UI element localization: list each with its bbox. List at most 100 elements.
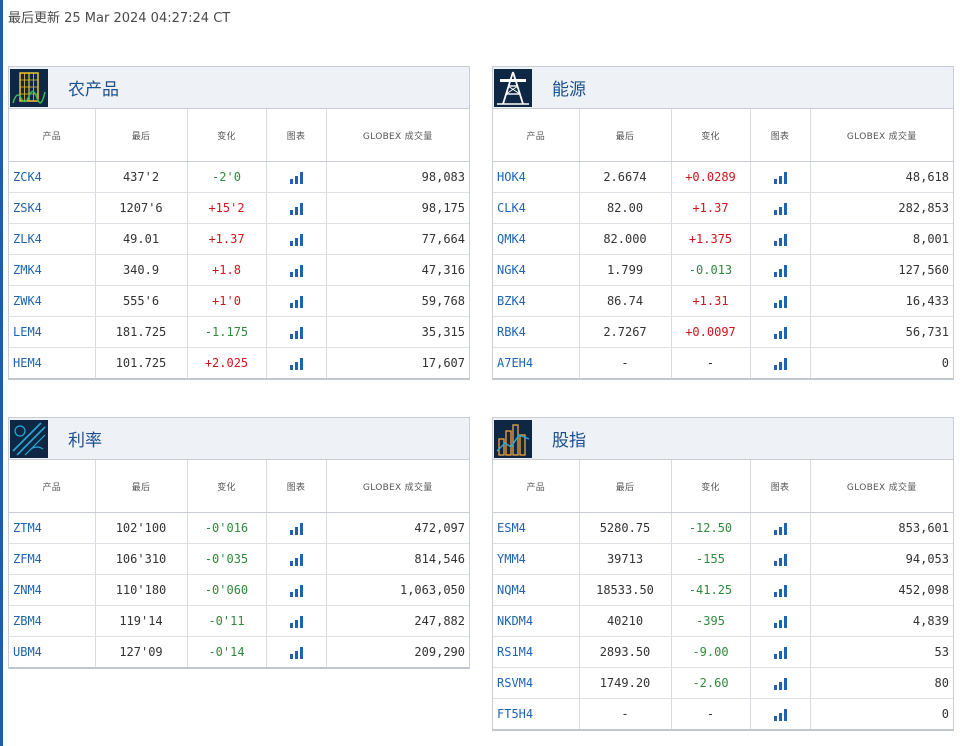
col-header-chart: 图表 bbox=[750, 460, 811, 513]
symbol-link[interactable]: UBM4 bbox=[9, 636, 96, 667]
chart-icon[interactable] bbox=[266, 543, 327, 575]
last-price: 1.799 bbox=[579, 254, 672, 286]
panel-title[interactable]: 利率 bbox=[68, 431, 102, 451]
equity-index-icon bbox=[494, 419, 532, 458]
table-row: UBM4 127'09 -0'14 209,290 bbox=[9, 636, 469, 667]
last-price: 1207'6 bbox=[95, 192, 188, 224]
table-row: QMK4 82.000 +1.375 8,001 bbox=[493, 223, 953, 255]
globex-volume: 48,618 bbox=[810, 161, 953, 193]
chart-icon[interactable] bbox=[750, 667, 811, 699]
chart-icon[interactable] bbox=[750, 605, 811, 637]
price-change: +0.0097 bbox=[671, 316, 751, 348]
chart-icon[interactable] bbox=[750, 543, 811, 575]
symbol-link[interactable]: ZSK4 bbox=[9, 192, 96, 224]
price-change: +2.025 bbox=[187, 347, 267, 378]
symbol-link[interactable]: ZLK4 bbox=[9, 223, 96, 255]
chart-icon[interactable] bbox=[750, 512, 811, 544]
symbol-link[interactable]: ZWK4 bbox=[9, 285, 96, 317]
chart-icon[interactable] bbox=[266, 574, 327, 606]
chart-icon[interactable] bbox=[266, 192, 327, 224]
last-price: 119'14 bbox=[95, 605, 188, 637]
symbol-link[interactable]: ESM4 bbox=[493, 512, 580, 544]
symbol-link[interactable]: CLK4 bbox=[493, 192, 580, 224]
chart-icon[interactable] bbox=[266, 636, 327, 667]
symbol-link[interactable]: FT5H4 bbox=[493, 698, 580, 729]
chart-icon[interactable] bbox=[750, 316, 811, 348]
symbol-link[interactable]: BZK4 bbox=[493, 285, 580, 317]
col-header-product: 产品 bbox=[493, 460, 580, 513]
last-price: 127'09 bbox=[95, 636, 188, 667]
chart-icon[interactable] bbox=[750, 254, 811, 286]
symbol-link[interactable]: ZFM4 bbox=[9, 543, 96, 575]
price-change: - bbox=[671, 347, 751, 378]
chart-icon[interactable] bbox=[750, 636, 811, 668]
globex-volume: 47,316 bbox=[326, 254, 469, 286]
symbol-link[interactable]: RBK4 bbox=[493, 316, 580, 348]
last-price: 40210 bbox=[579, 605, 672, 637]
globex-volume: 98,083 bbox=[326, 161, 469, 193]
symbol-link[interactable]: ZBM4 bbox=[9, 605, 96, 637]
chart-icon[interactable] bbox=[266, 254, 327, 286]
symbol-link[interactable]: ZCK4 bbox=[9, 161, 96, 193]
chart-icon[interactable] bbox=[750, 698, 811, 729]
chart-icon[interactable] bbox=[750, 347, 811, 378]
price-change: -155 bbox=[671, 543, 751, 575]
price-change: -41.25 bbox=[671, 574, 751, 606]
oil-rig-icon bbox=[494, 68, 532, 107]
col-header-chart: 图表 bbox=[750, 109, 811, 162]
chart-icon[interactable] bbox=[750, 285, 811, 317]
symbol-link[interactable]: RS1M4 bbox=[493, 636, 580, 668]
chart-icon[interactable] bbox=[750, 161, 811, 193]
price-change: +1.8 bbox=[187, 254, 267, 286]
price-change: -0.013 bbox=[671, 254, 751, 286]
chart-icon[interactable] bbox=[750, 192, 811, 224]
symbol-link[interactable]: NGK4 bbox=[493, 254, 580, 286]
price-change: -0'14 bbox=[187, 636, 267, 667]
last-price: 39713 bbox=[579, 543, 672, 575]
chart-icon[interactable] bbox=[266, 161, 327, 193]
chart-icon[interactable] bbox=[266, 512, 327, 544]
chart-icon[interactable] bbox=[750, 574, 811, 606]
quotes-table: 产品 最后 变化 图表 GLOBEX 成交量 ZCK4 437'2 -2'0 98,083 ZSK… bbox=[9, 109, 469, 378]
table-row: ZWK4 555'6 +1'0 59,768 bbox=[9, 285, 469, 317]
globex-volume: 35,315 bbox=[326, 316, 469, 348]
globex-volume: 53 bbox=[810, 636, 953, 668]
table-row: CLK4 82.00 +1.37 282,853 bbox=[493, 192, 953, 224]
globex-volume: 247,882 bbox=[326, 605, 469, 637]
globex-volume: 0 bbox=[941, 356, 949, 370]
symbol-link[interactable]: HEM4 bbox=[9, 347, 96, 378]
symbol-link[interactable]: NQM4 bbox=[493, 574, 580, 606]
chart-icon[interactable] bbox=[750, 223, 811, 255]
chart-icon[interactable] bbox=[266, 285, 327, 317]
symbol-link[interactable]: HOK4 bbox=[493, 161, 580, 193]
last-price: - bbox=[579, 698, 672, 729]
panel-title[interactable]: 股指 bbox=[552, 431, 586, 451]
quotes-table: 产品 最后 变化 图表 GLOBEX 成交量 ESM4 5280.75 -12.50 853,6… bbox=[493, 460, 953, 729]
col-header-change: 变化 bbox=[187, 460, 267, 513]
panel-title[interactable]: 农产品 bbox=[68, 80, 119, 100]
chart-icon[interactable] bbox=[266, 605, 327, 637]
chart-icon[interactable] bbox=[266, 347, 327, 378]
left-accent-bar bbox=[0, 0, 3, 746]
symbol-link[interactable]: QMK4 bbox=[493, 223, 580, 255]
price-change: -1.175 bbox=[187, 316, 267, 348]
symbol-link[interactable]: RSVM4 bbox=[493, 667, 580, 699]
symbol-link[interactable]: ZNM4 bbox=[9, 574, 96, 606]
col-header-volume: GLOBEX 成交量 bbox=[810, 109, 953, 162]
quotes-table: 产品 最后 变化 图表 GLOBEX 成交量 HOK4 2.6674 +0.0289 48,61… bbox=[493, 109, 953, 378]
chart-icon[interactable] bbox=[266, 316, 327, 348]
chart-icon[interactable] bbox=[266, 223, 327, 255]
symbol-link[interactable]: YMM4 bbox=[493, 543, 580, 575]
panel-title[interactable]: 能源 bbox=[552, 80, 586, 100]
panel-interest-rates: 利率 产品 最后 变化 图表 GLOBEX 成交量 ZTM4 102'100 -0'016 472… bbox=[8, 417, 470, 669]
globex-volume: 77,664 bbox=[326, 223, 469, 255]
symbol-link[interactable]: ZMK4 bbox=[9, 254, 96, 286]
symbol-link[interactable]: NKDM4 bbox=[493, 605, 580, 637]
symbol-link[interactable]: A7EH4 bbox=[493, 347, 580, 378]
last-price: 181.725 bbox=[95, 316, 188, 348]
symbol-link[interactable]: ZTM4 bbox=[9, 512, 96, 544]
col-header-last: 最后 bbox=[95, 460, 188, 513]
symbol-link[interactable]: LEM4 bbox=[9, 316, 96, 348]
table-header-row: 产品 最后 变化 图表 GLOBEX 成交量 bbox=[9, 460, 469, 513]
price-change: +1.37 bbox=[187, 223, 267, 255]
